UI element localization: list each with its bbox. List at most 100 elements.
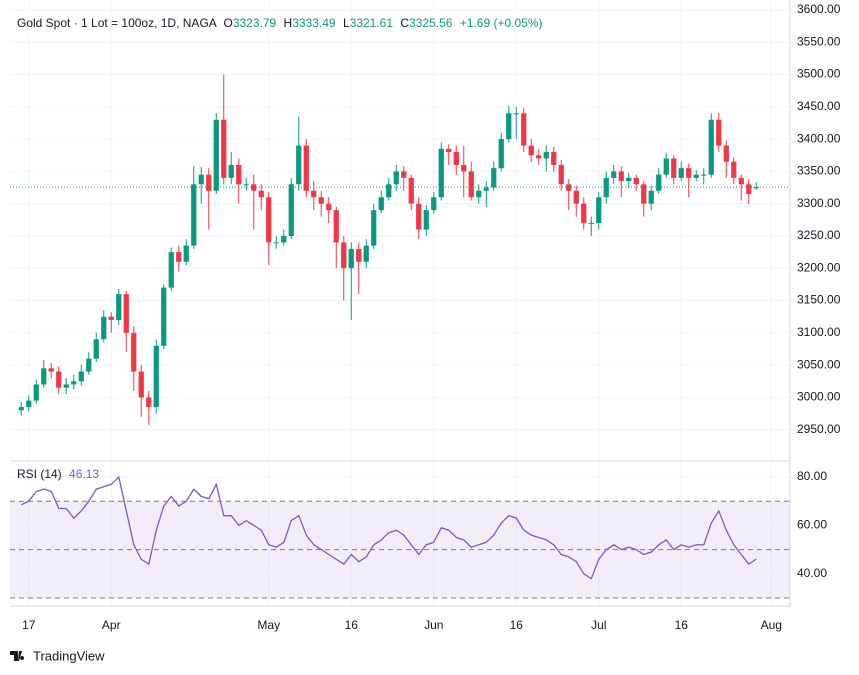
candle-body [146,397,152,408]
candle-body [483,187,489,191]
x-tick-label: Jul [591,618,606,632]
y-tick-label: 3600.00 [797,2,841,16]
candle-body [528,145,534,156]
logo-icon [10,651,25,661]
o-label: O [223,16,232,30]
candle-body [746,184,752,195]
candle-body [701,174,707,176]
symbol: Gold Spot · 1 Lot = 100oz, 1D, NAGA [17,16,217,30]
rsi-value: 46.13 [69,467,99,481]
candle-body [56,371,62,388]
candle-body [191,184,197,246]
legend-bg [12,12,532,34]
c-value: 3325.56 [409,16,453,30]
candle-body [41,368,47,385]
candle-body [101,316,107,340]
candle-body [206,174,212,191]
candle-body [303,145,309,191]
candle-body [453,152,459,165]
candle-body [558,164,564,185]
candle-body [446,148,452,153]
c-label: C [400,16,409,30]
y-tick-label: 3050.00 [797,357,841,371]
candle-body [656,174,662,191]
candle-body [168,252,174,288]
candle-body [738,177,744,185]
h-value: 3333.49 [292,16,336,30]
l-value: 3321.61 [350,16,394,30]
x-tick-label: 16 [510,618,524,632]
candle-body [356,248,362,262]
candle-body [138,371,144,398]
x-tick-label: Jun [424,618,443,632]
candle-body [498,139,504,169]
candle-body [326,203,332,211]
candle-body [341,242,347,269]
candle-body [686,168,692,178]
candle-body [86,358,92,372]
grid [10,0,790,606]
candle-body [228,164,234,178]
candle-body [153,345,159,408]
candle-body [131,332,137,372]
candle-body [648,190,654,204]
candle-body [26,400,32,408]
candle-body [611,171,617,178]
candle-body [258,190,264,198]
candle-body [581,203,587,224]
candle-body [386,184,392,198]
rsi-tick-label: 40.00 [797,566,827,580]
candle-body [641,184,647,204]
candle-body [266,197,272,243]
candle-body [543,152,549,159]
y-tick-label: 3300.00 [797,196,841,210]
candle-body [401,171,407,178]
y-tick-label: 3250.00 [797,228,841,242]
candle-body [618,171,624,182]
rsi-line [21,475,757,580]
candle-body [176,252,182,262]
x-tick-label: Aug [761,618,782,632]
y-tick-label: 3150.00 [797,293,841,307]
candle-body [671,158,677,178]
candle-body [333,210,339,243]
legend: Gold Spot · 1 Lot = 100oz, 1D, NAGA O 332… [17,16,543,30]
candle-body [288,184,294,236]
candle-body [198,174,204,185]
x-tick-label: Apr [102,618,121,632]
candle-body [423,210,429,230]
h-label: H [284,16,293,30]
candle-body [71,381,77,385]
x-tick-label: May [257,618,280,632]
candle-body [521,113,527,146]
candle-body [161,287,167,346]
candle-body [318,197,324,204]
candle-body [33,384,39,401]
candle-body [468,171,474,198]
candle-body [273,242,279,244]
change: +1.69 (+0.05%) [460,16,543,30]
candle-body [348,248,354,269]
y-tick-label: 3000.00 [797,390,841,404]
candle-body [281,235,287,243]
marks [10,74,790,580]
candle-body [633,177,639,185]
candle-body [108,316,114,320]
candle-body [123,294,129,333]
candle-body [378,197,384,211]
candle-body [18,407,24,411]
candle-body [93,339,99,359]
candle-body [116,294,122,320]
x-tick-label: 17 [22,618,36,632]
candle-body [551,152,557,165]
rsi-tick-label: 80.00 [797,469,827,483]
candle-body [213,119,219,191]
candle-body [221,119,227,178]
y-tick-label: 3550.00 [797,34,841,48]
candle-body [663,158,669,175]
y-tick-label: 3100.00 [797,325,841,339]
candle-body [78,371,84,382]
logo: TradingView [10,648,105,663]
